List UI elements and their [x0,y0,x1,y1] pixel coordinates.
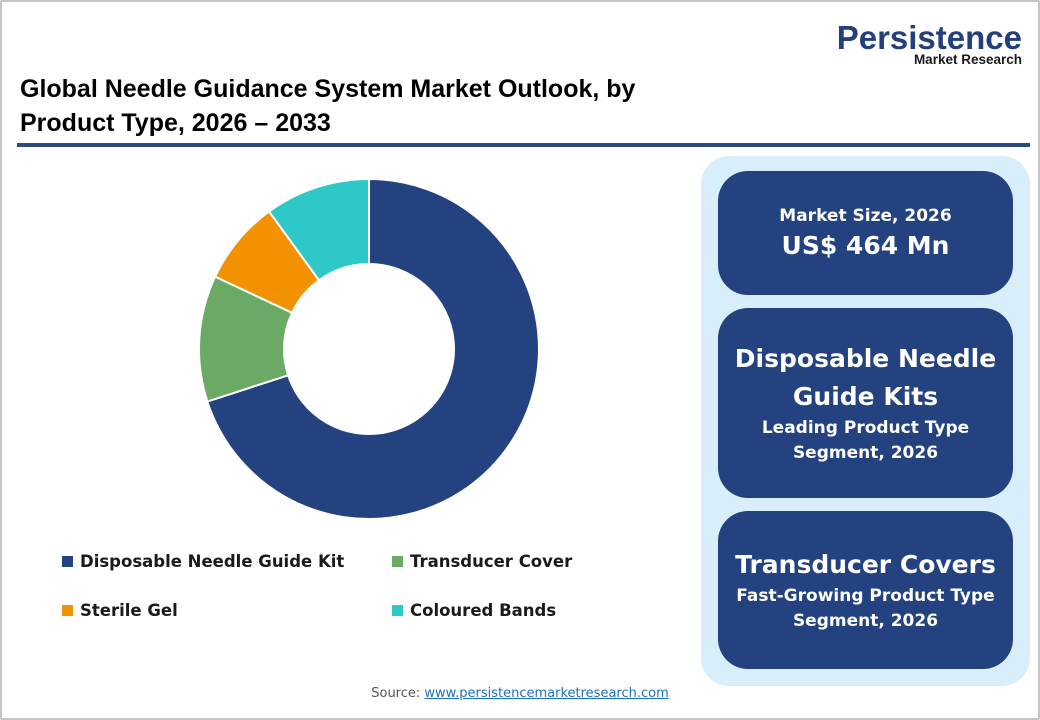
legend-label: Coloured Bands [410,601,557,620]
title-divider [17,143,1030,147]
legend-swatch [392,556,403,567]
legend-label: Sterile Gel [80,601,178,620]
legend-swatch [62,605,73,616]
fastest-growing-sub-1: Fast-Growing Product Type [736,586,995,606]
chart-title: Global Needle Guidance System Market Out… [20,75,636,137]
chart-legend: Disposable Needle Guide Kit Transducer C… [62,552,622,632]
fastest-growing-title: Transducer Covers [735,550,996,579]
legend-item-coloured-bands: Coloured Bands [392,601,556,620]
legend-item-disposable-needle-guide-kit: Disposable Needle Guide Kit [62,552,344,571]
key-stats-panel: Market Size, 2026 US$ 464 Mn Disposable … [701,156,1030,686]
market-size-card: Market Size, 2026 US$ 464 Mn [718,171,1013,295]
logo-wordmark: Persistence [836,19,1022,56]
leading-segment-sub-1: Leading Product Type [761,418,970,438]
fastest-growing-sub-2: Segment, 2026 [792,611,939,631]
legend-item-sterile-gel: Sterile Gel [62,601,178,620]
fastest-growing-card: Transducer Covers Fast-Growing Product T… [718,511,1013,669]
market-size-label: Market Size, 2026 [779,205,952,226]
leading-segment-card: Disposable Needle Guide Kits Leading Pro… [718,308,1013,498]
legend-swatch [62,556,73,567]
leading-segment-title-2: Guide Kits [792,382,939,411]
legend-label: Disposable Needle Guide Kit [80,552,345,571]
logo-subtitle: Market Research [913,52,1022,67]
source-note: Source: www.persistencemarketresearch.co… [0,686,1040,701]
source-label: Source: [371,686,425,701]
leading-segment-sub-2: Segment, 2026 [792,443,939,463]
leading-segment-title-1: Disposable Needle [734,344,997,373]
legend-label: Transducer Cover [410,552,573,571]
brand-logo: Persistence Market Research [836,19,1022,67]
legend-swatch [392,605,403,616]
source-link[interactable]: www.persistencemarketresearch.com [424,686,669,701]
donut-slice-coloured-bands [267,177,370,282]
legend-item-transducer-cover: Transducer Cover [392,552,572,571]
market-size-value: US$ 464 Mn [781,230,950,260]
donut-slice-disposable-needle-guide-kit [206,177,540,520]
donut-chart [198,177,540,520]
